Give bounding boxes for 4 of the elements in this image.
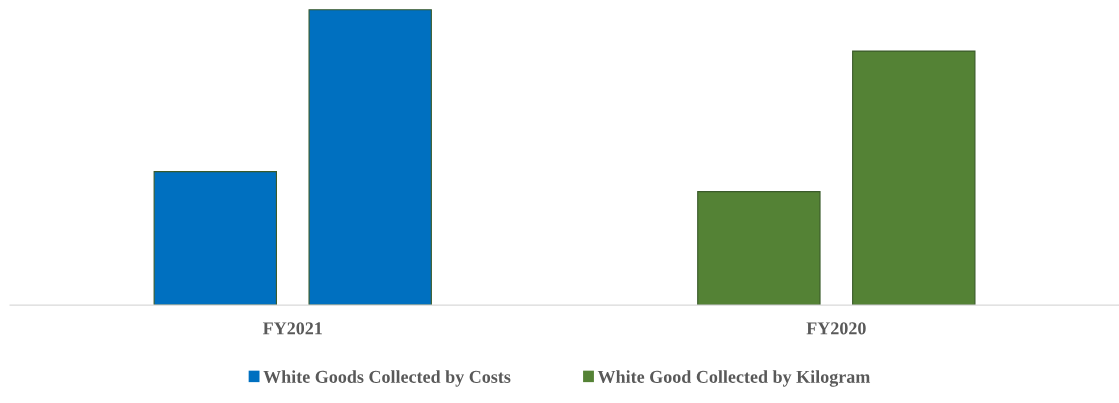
legend-label: White Good Collected by Kilogram: [597, 370, 871, 387]
x-tick-label: FY2020: [806, 322, 866, 335]
legend-label: White Goods Collected by Costs: [263, 370, 511, 387]
x-tick-label: FY2021: [262, 322, 322, 335]
